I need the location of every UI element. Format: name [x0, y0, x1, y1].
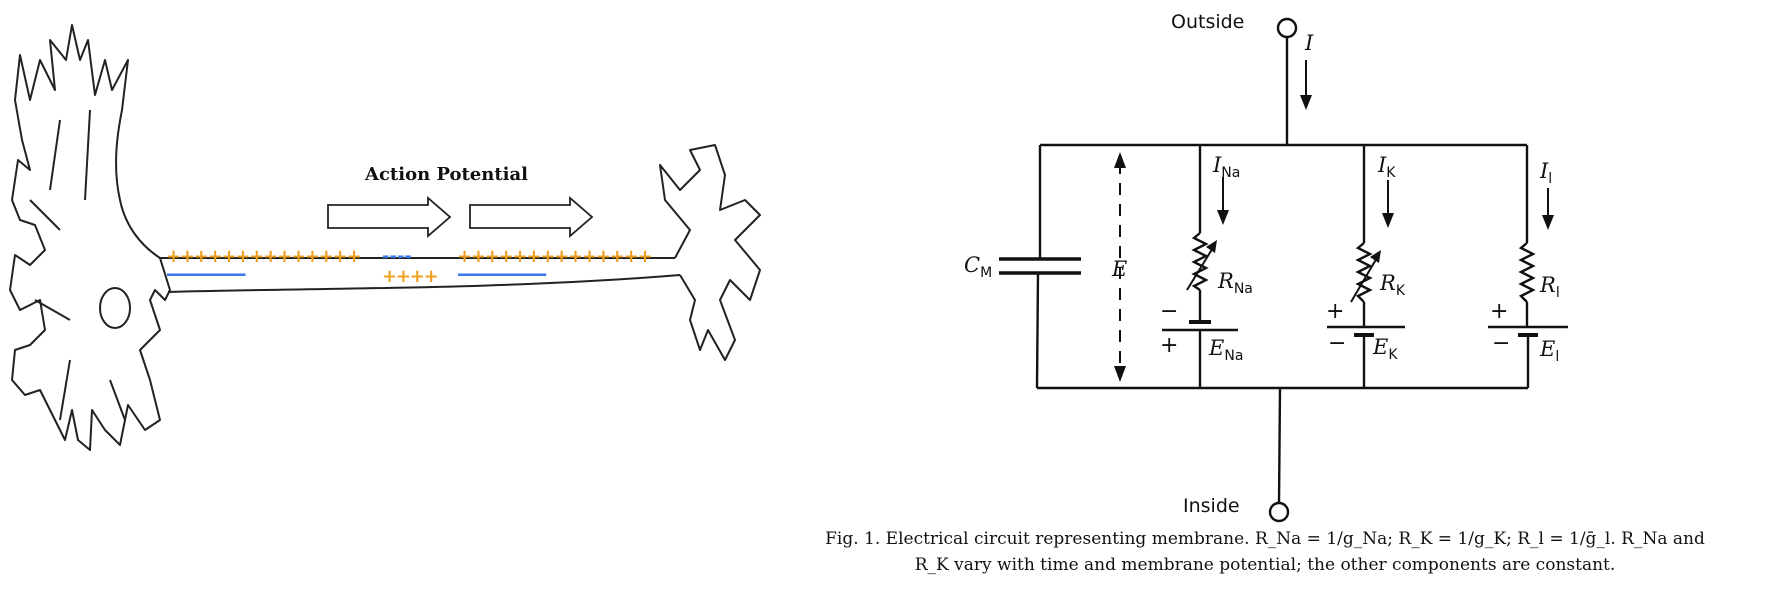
- k-top-sign: +: [1326, 299, 1344, 324]
- k-current-label: IK: [1377, 153, 1396, 181]
- leak-resistor: [1518, 242, 1536, 303]
- axon-lower-edge: [167, 274, 681, 293]
- k-resistor-label: RK: [1379, 271, 1406, 299]
- propagation-arrow-1: [327, 196, 452, 238]
- na-resistor: [1191, 232, 1209, 291]
- action-potential-label: Action Potential: [364, 164, 528, 185]
- k-resistor: [1355, 242, 1373, 303]
- charges-bottom-mid: ++++: [382, 266, 438, 287]
- inside-label: Inside: [1183, 495, 1240, 517]
- na-variable-arrowhead: [1206, 240, 1217, 253]
- main-current-arrowhead: [1300, 95, 1312, 110]
- charges-top-right: ++++++++++++++: [457, 246, 651, 267]
- na-battery-label: ENa: [1208, 336, 1243, 364]
- leak-bottom-sign: −: [1492, 331, 1510, 356]
- k-variable-arrowhead: [1370, 250, 1381, 263]
- inside-lead: [1277, 387, 1282, 504]
- k-bottom-sign: −: [1328, 331, 1346, 356]
- leak-current-arrowhead: [1542, 215, 1554, 230]
- charges-top-mid: ----: [382, 246, 412, 267]
- capacitor-lead-bottom: [1035, 272, 1040, 389]
- leak-resistor-label: Rl: [1539, 273, 1560, 301]
- charges-top-left: ++++++++++++++: [166, 246, 360, 267]
- leak-top-sign: +: [1490, 299, 1508, 324]
- voltage-arrow-head-bottom: [1114, 366, 1126, 382]
- na-top-sign: −: [1160, 299, 1178, 324]
- neuron-soma-outline: [9, 24, 171, 451]
- figure-caption: Fig. 1. Electrical circuit representing …: [770, 526, 1760, 578]
- leak-battery-label: El: [1539, 337, 1559, 365]
- propagation-arrow-2: [469, 196, 594, 238]
- na-bottom-sign: +: [1160, 333, 1178, 358]
- membrane-circuit: [999, 17, 1568, 523]
- na-variable-arrow: [1186, 245, 1215, 291]
- voltage-label: E: [1111, 257, 1127, 281]
- na-current-arrowhead: [1217, 210, 1229, 225]
- outside-label: Outside: [1171, 11, 1244, 33]
- k-battery-label: EK: [1372, 335, 1398, 363]
- main-current-label: I: [1304, 31, 1314, 55]
- caption-line-1: Fig. 1. Electrical circuit representing …: [825, 529, 1705, 549]
- k-variable-arrow: [1350, 255, 1379, 303]
- neuron-diagram: [9, 24, 761, 451]
- caption-line-2: R_K vary with time and membrane potentia…: [914, 555, 1616, 575]
- outside-terminal: [1276, 17, 1298, 39]
- voltage-arrow-head-top: [1114, 152, 1126, 168]
- dendrite-detail: [29, 109, 126, 421]
- na-resistor-label: RNa: [1217, 269, 1253, 297]
- charges-bottom-left: ----------------: [166, 264, 246, 285]
- neuron-nucleus: [99, 287, 131, 329]
- inside-terminal: [1268, 501, 1290, 523]
- k-current-arrowhead: [1382, 213, 1394, 228]
- leak-current-label: Il: [1539, 159, 1552, 187]
- na-current-label: INa: [1212, 153, 1240, 181]
- charges-bottom-right: ------------------: [457, 264, 547, 285]
- capacitor-label: CM: [964, 253, 992, 281]
- axon-terminal: [659, 144, 761, 361]
- propagation-arrows: [327, 196, 594, 238]
